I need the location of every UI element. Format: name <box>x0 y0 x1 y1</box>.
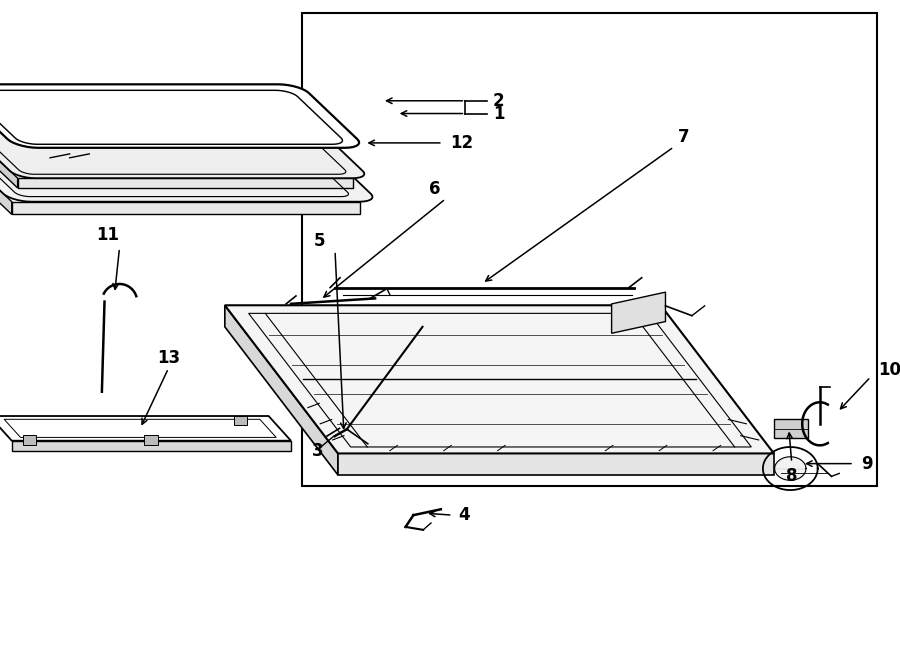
Polygon shape <box>0 116 18 188</box>
Text: 2: 2 <box>492 92 504 110</box>
Text: 9: 9 <box>860 455 872 473</box>
Polygon shape <box>0 85 359 148</box>
Text: 8: 8 <box>786 467 797 485</box>
Text: 4: 4 <box>458 506 470 524</box>
Text: 12: 12 <box>451 134 473 152</box>
Polygon shape <box>0 110 364 178</box>
Polygon shape <box>12 202 359 214</box>
Bar <box>774 419 808 438</box>
Polygon shape <box>0 136 12 214</box>
Text: 11: 11 <box>96 226 120 244</box>
Bar <box>302 13 877 486</box>
Text: 1: 1 <box>492 104 504 122</box>
Polygon shape <box>612 292 665 333</box>
Polygon shape <box>0 416 291 441</box>
Polygon shape <box>12 441 291 451</box>
Text: 5: 5 <box>313 232 325 250</box>
Bar <box>144 435 158 445</box>
Text: 6: 6 <box>429 180 441 198</box>
Bar <box>234 416 247 425</box>
Text: 10: 10 <box>878 361 900 379</box>
Polygon shape <box>225 305 774 453</box>
Polygon shape <box>0 128 373 202</box>
Text: 13: 13 <box>157 350 180 368</box>
Text: 7: 7 <box>678 128 689 146</box>
Text: 3: 3 <box>311 442 323 459</box>
Polygon shape <box>225 305 338 475</box>
Polygon shape <box>338 453 774 475</box>
Bar <box>22 435 37 445</box>
Polygon shape <box>18 178 353 188</box>
